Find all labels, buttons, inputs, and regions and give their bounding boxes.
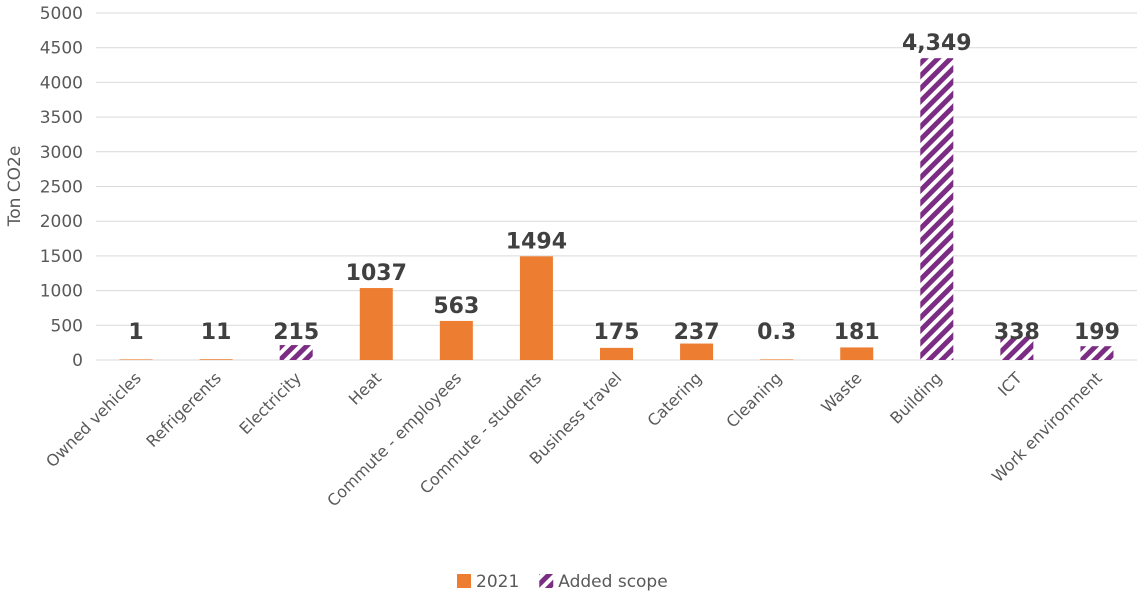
bar-waste bbox=[840, 347, 874, 360]
data-label: 215 bbox=[273, 320, 319, 345]
y-tick-label: 2500 bbox=[40, 178, 83, 198]
legend-swatch bbox=[457, 574, 471, 588]
bar-commute-students bbox=[519, 256, 553, 360]
bar-work-environment bbox=[1080, 346, 1114, 360]
bar-refrigerents bbox=[199, 359, 233, 360]
y-tick-label: 3000 bbox=[40, 143, 83, 163]
legend: 2021 Added scope bbox=[457, 572, 668, 592]
y-tick-label: 1000 bbox=[40, 282, 83, 302]
category-label: Heat bbox=[345, 368, 385, 408]
bar-catering bbox=[680, 343, 714, 360]
y-tick-label: 2000 bbox=[40, 212, 83, 232]
y-tick-label: 3500 bbox=[40, 108, 83, 128]
bar-electricity bbox=[279, 345, 313, 360]
data-label: 181 bbox=[834, 320, 880, 345]
data-label: 4,349 bbox=[902, 31, 972, 56]
data-label: 1494 bbox=[506, 229, 567, 254]
y-tick-label: 500 bbox=[51, 316, 83, 336]
legend-label: 2021 bbox=[476, 572, 519, 592]
category-label: Catering bbox=[644, 368, 706, 430]
y-tick-label: 4000 bbox=[40, 73, 83, 93]
bar-owned-vehicles bbox=[119, 359, 153, 360]
data-label: 175 bbox=[594, 320, 640, 345]
gridlines bbox=[96, 12, 1137, 361]
data-label: 563 bbox=[433, 294, 479, 319]
bar-business-travel bbox=[600, 347, 633, 360]
data-label: 199 bbox=[1074, 320, 1120, 345]
y-tick-label: 4500 bbox=[40, 39, 83, 59]
y-tick-label: 5000 bbox=[40, 4, 83, 24]
category-label: Electricity bbox=[235, 368, 305, 438]
bar-cleaning bbox=[760, 359, 794, 360]
y-axis-title: Ton CO2e bbox=[5, 146, 25, 228]
bar-heat bbox=[359, 288, 393, 360]
data-label: 1 bbox=[128, 320, 143, 345]
category-label: Owned vehicles bbox=[42, 368, 145, 471]
y-tick-label: 0 bbox=[72, 351, 83, 371]
data-label: 1037 bbox=[346, 261, 407, 286]
legend-swatch bbox=[539, 574, 554, 588]
bar-commute-employees bbox=[439, 320, 473, 360]
data-label: 338 bbox=[994, 320, 1040, 345]
bars bbox=[119, 58, 1114, 360]
category-label: Refrigerents bbox=[142, 368, 225, 451]
y-tick-label: 1500 bbox=[40, 247, 83, 267]
category-label: Commute - employees bbox=[323, 368, 465, 510]
category-label: Waste bbox=[817, 368, 865, 416]
data-label: 237 bbox=[674, 320, 720, 345]
data-label: 0.3 bbox=[757, 320, 796, 345]
legend-label: Added scope bbox=[558, 572, 667, 592]
y-axis-ticks: 0 500 1000 1500 2000 2500 3000 3500 4000 4500 5000 bbox=[40, 4, 83, 371]
category-label: Building bbox=[886, 368, 945, 427]
category-label: Cleaning bbox=[722, 368, 785, 431]
data-label: 11 bbox=[201, 320, 232, 345]
category-label: ICT bbox=[994, 368, 1026, 400]
bar-ict bbox=[1000, 336, 1034, 360]
bar-building bbox=[920, 58, 954, 360]
